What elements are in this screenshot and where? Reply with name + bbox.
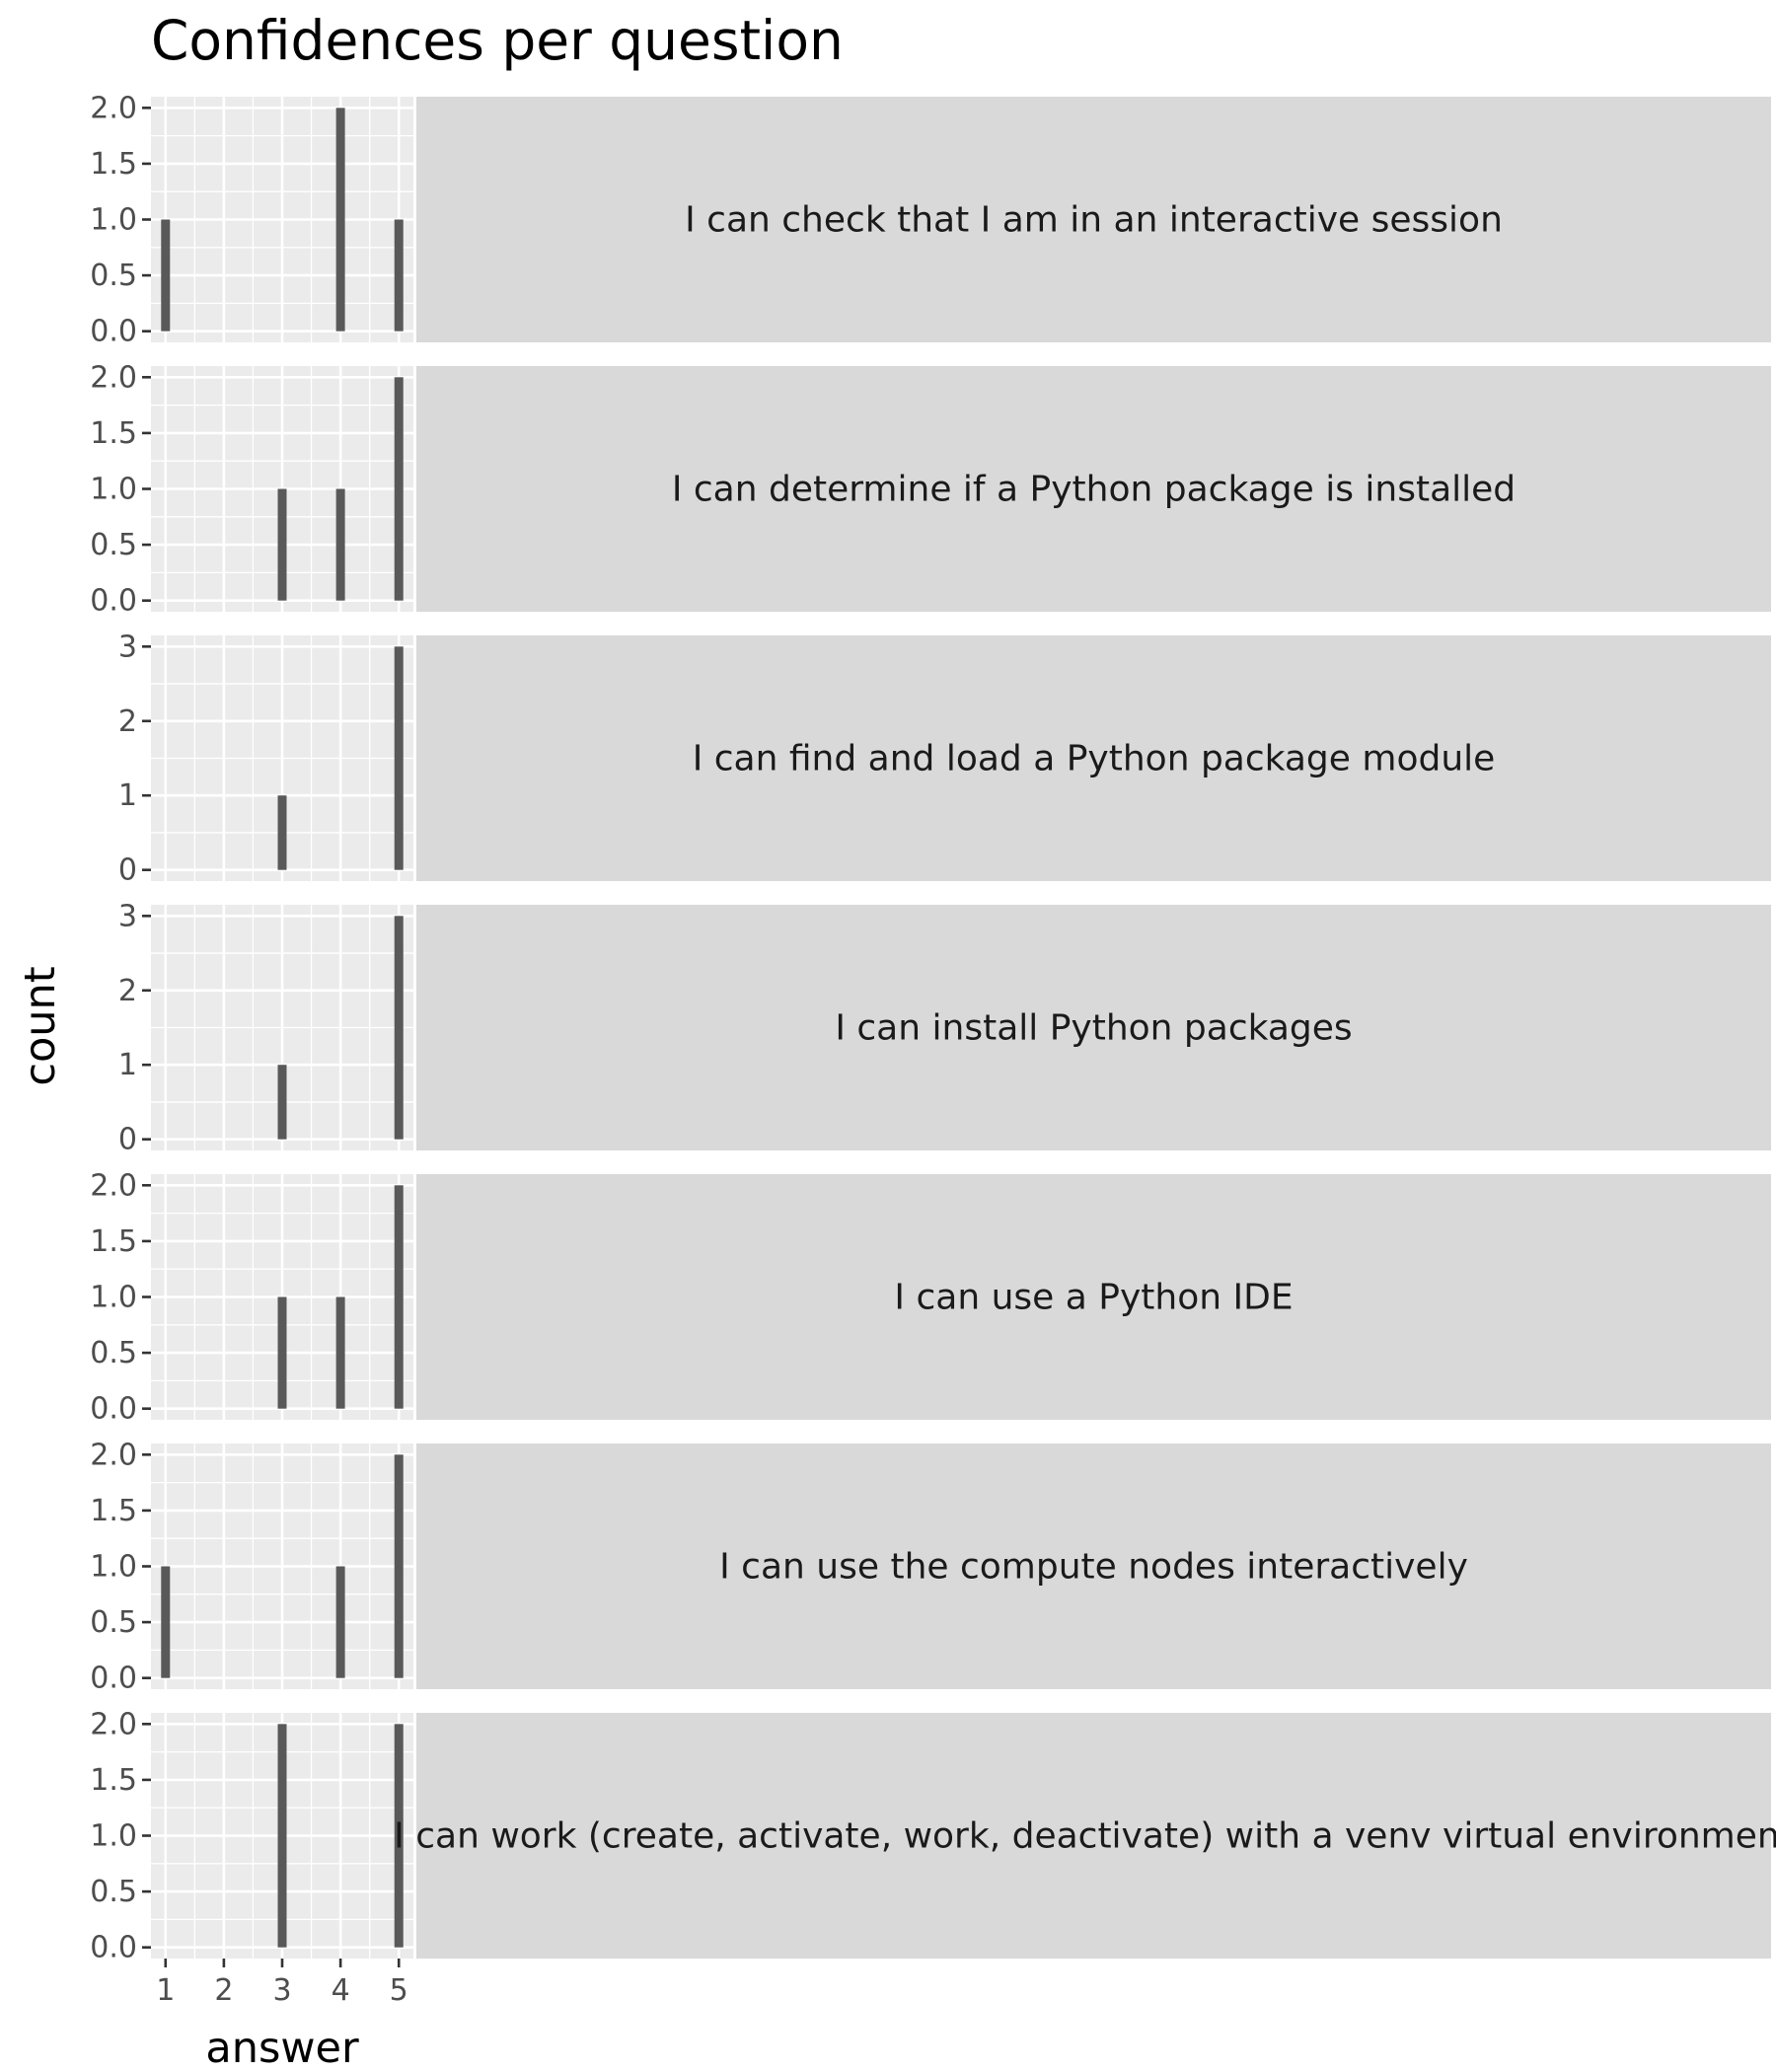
y-tick-label: 0.5	[90, 1605, 137, 1640]
facet-strip-label: I can find and load a Python package mod…	[693, 739, 1496, 779]
y-tick-label: 1.0	[90, 473, 137, 507]
bar-answer-5	[394, 1454, 404, 1678]
bar-answer-1	[161, 1566, 171, 1678]
y-tick-label: 2	[118, 974, 137, 1008]
bar-answer-3	[277, 1065, 287, 1140]
y-tick-label: 3	[118, 629, 137, 664]
bar-answer-5	[394, 916, 404, 1140]
x-tick-label: 2	[214, 1973, 233, 2008]
facet-strip-label: I can install Python packages	[835, 1008, 1352, 1049]
y-tick-label: 1.0	[90, 1550, 137, 1585]
facet-6: 0.0 0.5 1.0 1.5 2.0 I can use the compute nod…	[90, 1438, 1771, 1696]
facet-strip-label: I can check that I am in an interactive …	[685, 200, 1503, 241]
y-tick-label: 0.5	[90, 1336, 137, 1370]
bar-answer-3	[277, 1724, 287, 1948]
facet-2: 0.0 0.5 1.0 1.5 2.0 I can determine if a Pyth…	[90, 360, 1771, 619]
x-tick-label: 4	[332, 1973, 350, 2008]
y-tick-label: 3	[118, 899, 137, 933]
facet-strip	[416, 1713, 1771, 1959]
y-tick-label: 1.0	[90, 1281, 137, 1315]
facet-strip-label: I can use the compute nodes interactivel…	[719, 1547, 1468, 1588]
x-tick-label: 1	[156, 1973, 175, 2008]
facet-strip-label: I can use a Python IDE	[894, 1278, 1293, 1318]
y-tick-label: 1.5	[90, 416, 137, 451]
y-tick-label: 2.0	[90, 91, 137, 125]
y-tick-label: 1.5	[90, 147, 137, 182]
facet-5: 0.0 0.5 1.0 1.5 2.0 I can use a Python IDE	[90, 1168, 1771, 1427]
y-tick-label: 2	[118, 704, 137, 739]
y-tick-label: 0.5	[90, 1875, 137, 1909]
bar-answer-3	[277, 488, 287, 601]
bar-answer-3	[277, 795, 287, 870]
y-tick-label: 2.0	[90, 360, 137, 395]
y-tick-label: 1	[118, 1048, 137, 1082]
facet-1: 0.0 0.5 1.0 1.5 2.0 I can check that I am in …	[90, 91, 1771, 349]
bar-answer-3	[277, 1296, 287, 1409]
y-tick-label: 1.5	[90, 1494, 137, 1528]
y-tick-label: 2.0	[90, 1438, 137, 1472]
y-tick-label: 2.0	[90, 1168, 137, 1203]
y-tick-label: 0	[118, 853, 137, 888]
bar-answer-5	[394, 1185, 404, 1409]
bar-answer-4	[335, 108, 345, 332]
y-tick-label: 1	[118, 778, 137, 813]
y-tick-label: 0	[118, 1123, 137, 1157]
facet-strip	[416, 1174, 1771, 1420]
x-tick-label: 5	[390, 1973, 408, 2008]
y-tick-label: 1.0	[90, 203, 137, 238]
bar-answer-5	[394, 219, 404, 332]
y-tick-label: 0.0	[90, 1931, 137, 1965]
chart-title: Confidences per question	[151, 9, 844, 72]
bar-answer-4	[335, 1296, 345, 1409]
y-tick-label: 2.0	[90, 1707, 137, 1741]
facet-4: 0 1 2 3 I can install Python packages	[118, 899, 1771, 1157]
bar-answer-5	[394, 646, 404, 870]
bar-answer-4	[335, 488, 345, 601]
x-axis: 1 2 3 4 5	[156, 1959, 408, 2008]
bar-answer-4	[335, 1566, 345, 1678]
facet-strip-label: I can work (create, activate, work, deac…	[394, 1816, 1776, 1857]
facets: 0.0 0.5 1.0 1.5 2.0 I can check that I am in …	[90, 91, 1776, 1964]
y-tick-label: 0.5	[90, 528, 137, 562]
y-tick-label: 0.0	[90, 315, 137, 349]
y-tick-label: 1.0	[90, 1819, 137, 1854]
y-axis-title: count	[16, 966, 65, 1085]
y-tick-label: 1.5	[90, 1224, 137, 1259]
bar-answer-5	[394, 1724, 404, 1948]
facet-strip	[416, 366, 1771, 612]
facet-7: 0.0 0.5 1.0 1.5 2.0 I can work (create, activ…	[90, 1707, 1776, 1964]
y-tick-label: 0.0	[90, 1392, 137, 1427]
facet-strip	[416, 905, 1771, 1150]
x-tick-label: 3	[272, 1973, 291, 2008]
bar-answer-1	[161, 219, 171, 332]
facet-strip-label: I can determine if a Python package is i…	[672, 470, 1516, 510]
y-tick-label: 0.0	[90, 584, 137, 619]
facet-strip	[416, 97, 1771, 342]
y-tick-label: 0.0	[90, 1662, 137, 1696]
facet-strip	[416, 635, 1771, 881]
y-tick-label: 1.5	[90, 1763, 137, 1798]
y-tick-label: 0.5	[90, 259, 137, 293]
facet-3: 0 1 2 3 I can find and load a Python package…	[118, 629, 1771, 888]
x-axis-title: answer	[205, 2024, 359, 2072]
bar-answer-5	[394, 377, 404, 601]
facet-strip	[416, 1443, 1771, 1689]
